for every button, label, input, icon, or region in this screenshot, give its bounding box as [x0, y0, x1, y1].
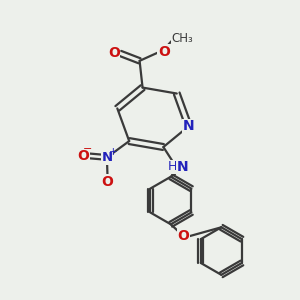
Text: O: O — [102, 175, 113, 189]
Text: O: O — [77, 149, 89, 163]
Text: N: N — [177, 160, 188, 174]
Text: +: + — [110, 147, 118, 157]
Text: −: − — [82, 144, 92, 154]
Text: H: H — [168, 160, 178, 173]
Text: N: N — [183, 119, 194, 133]
Text: N: N — [101, 151, 112, 164]
Text: CH₃: CH₃ — [172, 32, 194, 45]
Text: O: O — [177, 229, 189, 243]
Text: O: O — [108, 46, 120, 60]
Text: O: O — [158, 45, 170, 59]
